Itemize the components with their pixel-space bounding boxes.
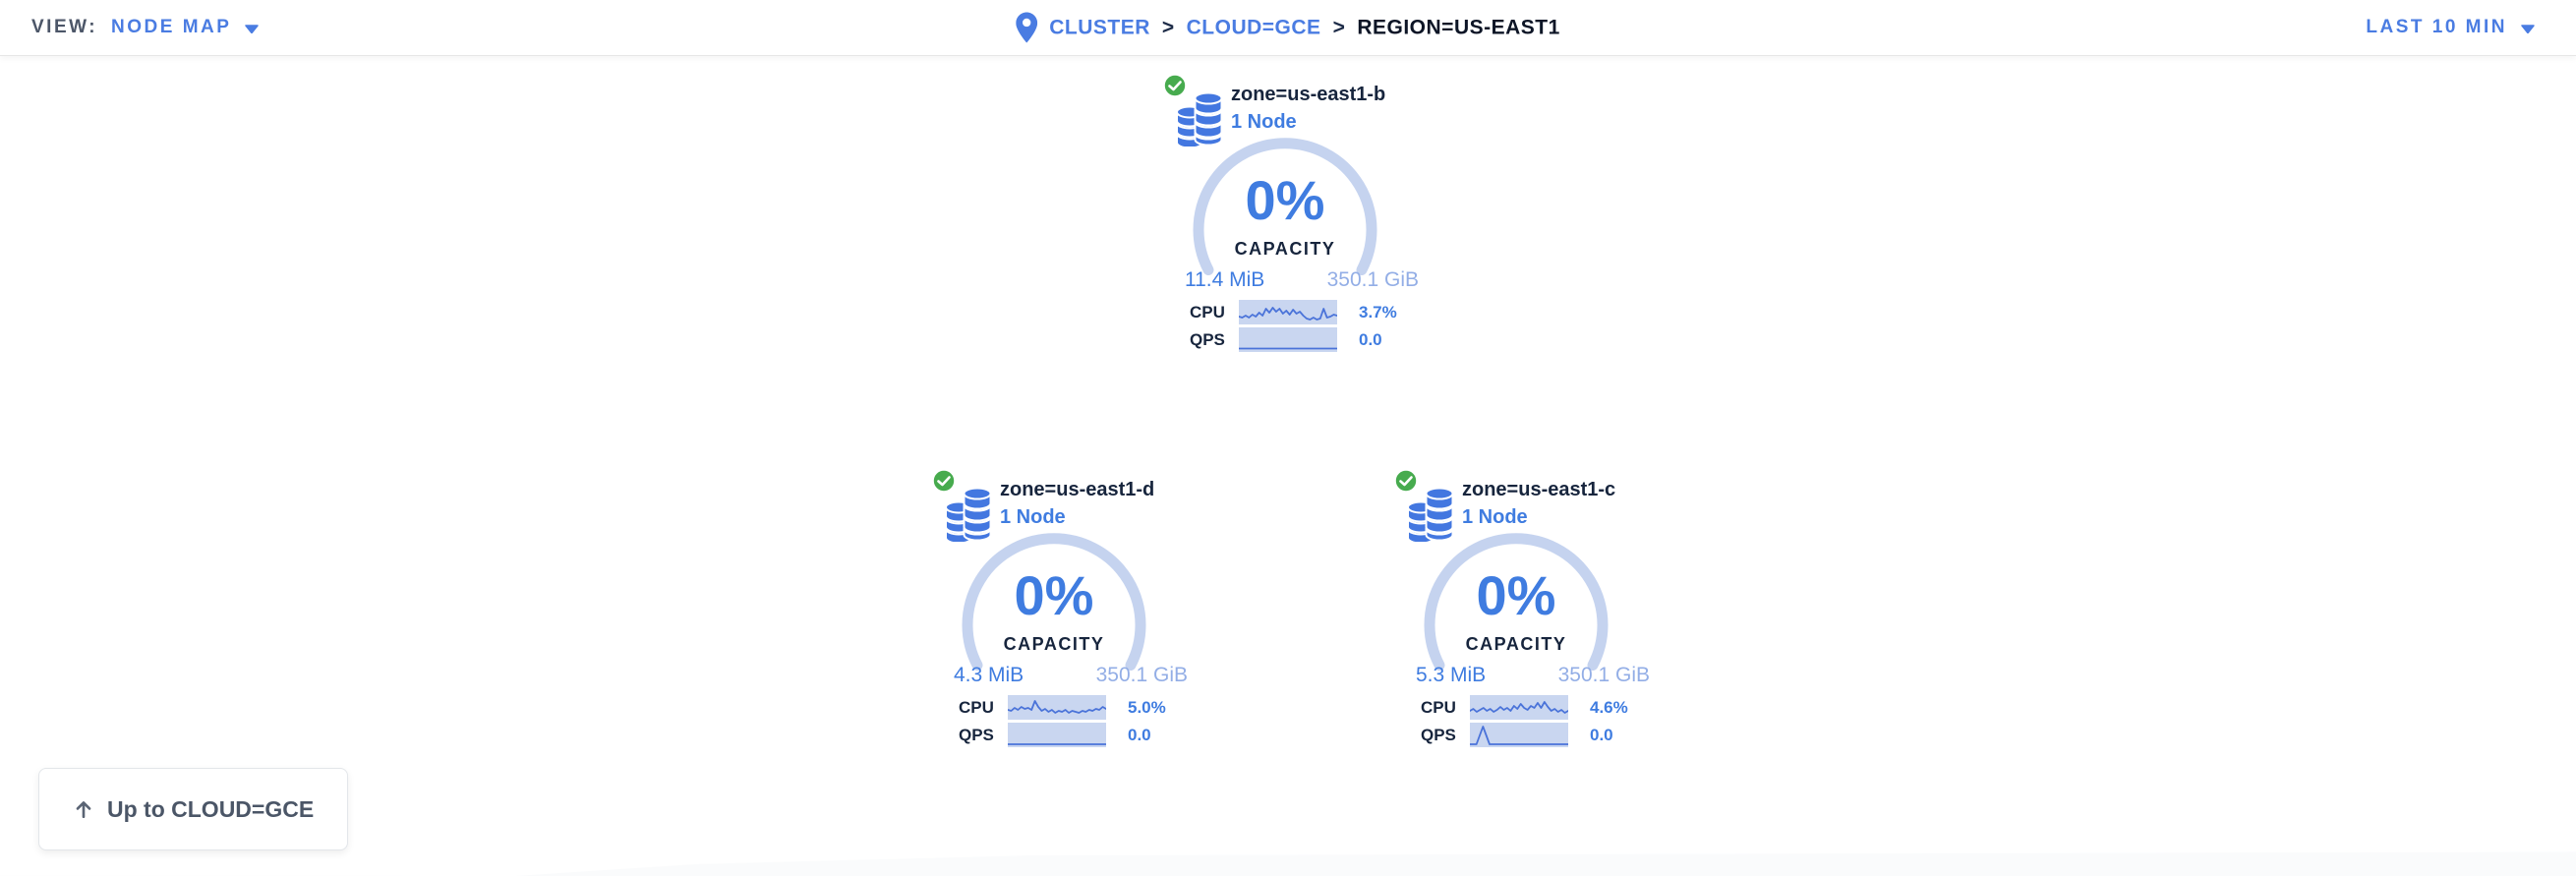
time-range-selector[interactable]: LAST 10 MIN bbox=[2366, 17, 2535, 38]
up-button-label: Up to CLOUD=GCE bbox=[107, 795, 315, 822]
view-selector[interactable]: VIEW: NODE MAP bbox=[31, 17, 260, 38]
database-stack-icon bbox=[1175, 89, 1226, 146]
capacity-label: CAPACITY bbox=[1234, 239, 1336, 259]
capacity-gauge: 0% CAPACITY bbox=[1187, 133, 1383, 280]
cpu-value: 3.7% bbox=[1359, 302, 1397, 322]
view-label: VIEW: bbox=[31, 17, 98, 37]
breadcrumb-cloud-gce[interactable]: CLOUD=GCE bbox=[1186, 16, 1321, 38]
zone-name: zone=us-east1-d bbox=[1000, 479, 1155, 500]
check-circle-icon bbox=[932, 469, 956, 493]
capacity-percent: 0% bbox=[1476, 564, 1556, 626]
qps-label: QPS bbox=[1421, 725, 1456, 744]
capacity-gauge: 0% CAPACITY bbox=[1418, 528, 1614, 675]
caret-down-icon bbox=[245, 25, 260, 33]
cpu-label: CPU bbox=[1190, 302, 1225, 322]
view-value[interactable]: NODE MAP bbox=[111, 17, 232, 37]
qps-label: QPS bbox=[1190, 329, 1225, 349]
location-pin-icon bbox=[1016, 12, 1038, 43]
arrow-up-icon bbox=[76, 801, 91, 819]
zone-card-us-east1-d[interactable]: zone=us-east1-d 1 Node 0% CAPACITY 4.3 M… bbox=[932, 465, 1194, 752]
qps-sparkline bbox=[1008, 723, 1106, 747]
header: VIEW: NODE MAP CLUSTER > CLOUD=GCE > REG… bbox=[0, 0, 2576, 56]
breadcrumb-current: REGION=US-EAST1 bbox=[1357, 16, 1560, 38]
capacity-used: 11.4 MiB bbox=[1185, 268, 1265, 291]
map-landmass bbox=[0, 851, 2576, 876]
qps-value: 0.0 bbox=[1359, 329, 1382, 349]
capacity-label: CAPACITY bbox=[1465, 634, 1567, 654]
qps-sparkline bbox=[1470, 723, 1568, 747]
breadcrumb-separator: > bbox=[1161, 16, 1175, 38]
capacity-total: 350.1 GiB bbox=[1326, 268, 1419, 291]
qps-sparkline bbox=[1239, 327, 1337, 352]
up-to-parent-button[interactable]: Up to CLOUD=GCE bbox=[38, 768, 349, 850]
capacity-used: 5.3 MiB bbox=[1416, 664, 1487, 686]
cpu-label: CPU bbox=[959, 697, 994, 717]
zone-name: zone=us-east1-b bbox=[1231, 84, 1386, 105]
node-count-link[interactable]: 1 Node bbox=[1462, 506, 1528, 528]
time-range-value[interactable]: LAST 10 MIN bbox=[2366, 17, 2507, 37]
zone-card-us-east1-b[interactable]: zone=us-east1-b 1 Node 0% CAPACITY 11.4 … bbox=[1163, 70, 1425, 357]
breadcrumb: CLUSTER > CLOUD=GCE > REGION=US-EAST1 bbox=[1016, 12, 1560, 43]
capacity-label: CAPACITY bbox=[1003, 634, 1105, 654]
cpu-value: 5.0% bbox=[1128, 697, 1166, 717]
database-stack-icon bbox=[944, 485, 995, 542]
capacity-percent: 0% bbox=[1245, 169, 1325, 231]
database-stack-icon bbox=[1406, 485, 1457, 542]
qps-label: QPS bbox=[959, 725, 994, 744]
cpu-label: CPU bbox=[1421, 697, 1456, 717]
qps-value: 0.0 bbox=[1590, 725, 1613, 744]
breadcrumb-separator: > bbox=[1332, 16, 1346, 38]
caret-down-icon bbox=[2521, 25, 2535, 33]
zone-name: zone=us-east1-c bbox=[1462, 479, 1616, 500]
zone-card-us-east1-c[interactable]: zone=us-east1-c 1 Node 0% CAPACITY 5.3 M… bbox=[1394, 465, 1656, 752]
breadcrumb-cluster[interactable]: CLUSTER bbox=[1049, 16, 1150, 38]
node-count-link[interactable]: 1 Node bbox=[1231, 111, 1297, 133]
capacity-total: 350.1 GiB bbox=[1557, 664, 1650, 686]
capacity-gauge: 0% CAPACITY bbox=[956, 528, 1152, 675]
check-circle-icon bbox=[1163, 74, 1187, 97]
capacity-total: 350.1 GiB bbox=[1095, 664, 1188, 686]
capacity-used: 4.3 MiB bbox=[954, 664, 1025, 686]
cpu-sparkline bbox=[1470, 695, 1568, 720]
node-count-link[interactable]: 1 Node bbox=[1000, 506, 1066, 528]
qps-value: 0.0 bbox=[1128, 725, 1151, 744]
cpu-sparkline bbox=[1239, 300, 1337, 324]
capacity-percent: 0% bbox=[1014, 564, 1094, 626]
cpu-sparkline bbox=[1008, 695, 1106, 720]
node-map-canvas: zone=us-east1-b 1 Node 0% CAPACITY 11.4 … bbox=[0, 56, 2576, 876]
cpu-value: 4.6% bbox=[1590, 697, 1628, 717]
check-circle-icon bbox=[1394, 469, 1418, 493]
